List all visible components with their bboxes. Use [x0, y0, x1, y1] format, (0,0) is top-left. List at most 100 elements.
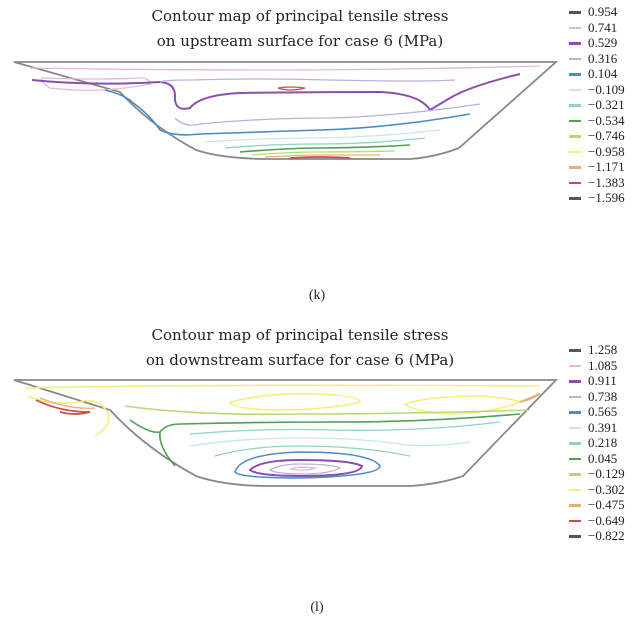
contour-line	[189, 421, 501, 435]
legend-label: 0.316	[588, 50, 618, 66]
legend-item: −0.822	[569, 528, 633, 544]
legend-swatch	[569, 364, 581, 367]
legend-item: 0.954	[569, 4, 633, 20]
legend-item: −0.302	[569, 482, 633, 498]
legend-item: 1.085	[569, 358, 633, 374]
legend-item: 0.565	[569, 404, 633, 420]
legend-label: −0.958	[588, 143, 625, 159]
contour-line	[234, 451, 381, 479]
chart-title-line-2: on downstream surface for case 6 (MPa)	[145, 351, 455, 369]
chart-title-line-2: on upstream surface for case 6 (MPa)	[156, 32, 444, 50]
legend-label: −0.129	[588, 466, 625, 481]
legend-item: −0.534	[569, 113, 633, 129]
legend-label: 0.738	[588, 388, 618, 404]
legend-label: −0.534	[588, 112, 625, 128]
legend-item: −0.321	[569, 97, 633, 113]
contour-line	[251, 150, 396, 156]
legend-label: −0.746	[588, 128, 625, 143]
legend-label: 1.085	[588, 357, 618, 373]
legend-swatch	[569, 73, 581, 76]
contour-line	[248, 458, 364, 478]
contour-line	[519, 393, 541, 403]
legend-swatch	[569, 26, 581, 29]
legend-label: −0.302	[588, 481, 625, 497]
contour-line	[229, 392, 361, 411]
legend-swatch	[569, 349, 581, 352]
legend-label: 0.045	[588, 450, 618, 466]
dam-outline	[13, 61, 559, 160]
contour-line	[277, 86, 306, 91]
legend-item: −0.746	[569, 128, 633, 144]
legend-item: 0.104	[569, 66, 633, 82]
legend-item: −0.958	[569, 144, 633, 160]
legend-swatch	[569, 504, 581, 507]
legend-swatch	[569, 535, 581, 538]
legend-swatch	[569, 135, 581, 138]
legend-item: 0.218	[569, 435, 633, 451]
contour-line	[239, 144, 411, 153]
legend-label: 0.565	[588, 404, 618, 419]
legend-label: −0.649	[588, 512, 625, 528]
legend-swatch	[569, 181, 581, 184]
legend-label: −0.822	[588, 528, 625, 543]
contour-line	[289, 156, 351, 159]
legend-item: 0.045	[569, 451, 633, 467]
contour-line	[124, 405, 531, 416]
legend-swatch	[569, 519, 581, 522]
legend-swatch	[569, 380, 581, 383]
legend-label: −0.109	[588, 81, 625, 97]
legend-label: 0.529	[588, 35, 618, 50]
legend-swatch	[569, 457, 581, 460]
legend-label: 0.391	[588, 419, 618, 435]
legend-upstream: 0.954 0.741 0.529 0.316 0.104 −0.109 −0.321 −0.…	[569, 4, 633, 206]
legend-swatch	[569, 57, 581, 60]
contour-line	[35, 399, 91, 415]
contour-line	[268, 463, 342, 475]
contour-line	[41, 77, 151, 91]
legend-label: 0.104	[588, 66, 618, 81]
contour-line	[174, 103, 481, 126]
legend-swatch	[569, 426, 581, 429]
legend-swatch	[569, 488, 581, 491]
legend-item: 0.391	[569, 420, 633, 436]
legend-item: −1.171	[569, 159, 633, 175]
chart-title-line-1: Contour map of principal tensile stress	[151, 7, 449, 25]
panel-caption-l: (l)	[310, 600, 324, 615]
contour-line	[189, 437, 471, 447]
legend-label: −1.171	[588, 159, 625, 174]
legend-item: 0.738	[569, 389, 633, 405]
legend-swatch	[569, 473, 581, 476]
legend-label: −0.475	[588, 497, 625, 512]
legend-item: −1.596	[569, 190, 633, 206]
legend-swatch	[569, 42, 581, 45]
legend-swatch	[569, 150, 581, 153]
contour-line	[29, 65, 541, 71]
legend-swatch	[569, 166, 581, 169]
contour-plot-downstream	[13, 379, 559, 487]
legend-item: −0.129	[569, 466, 633, 482]
legend-item: −0.109	[569, 82, 633, 98]
contour-line	[39, 397, 96, 409]
contour-line	[25, 384, 541, 389]
legend-label: −1.383	[588, 174, 625, 190]
legend-item: −0.475	[569, 497, 633, 513]
legend-item: 1.258	[569, 342, 633, 358]
contour-panel-upstream: Contour map of principal tensile stress …	[0, 0, 634, 316]
contour-line	[224, 137, 426, 149]
contour-line	[204, 129, 441, 143]
panel-caption-k: (k)	[308, 288, 326, 303]
legend-item: 0.911	[569, 373, 633, 389]
legend-item: −1.383	[569, 175, 633, 191]
legend-label: −0.321	[588, 97, 625, 112]
contour-panel-downstream: Contour map of principal tensile stress …	[0, 316, 634, 633]
legend-label: 0.911	[588, 373, 617, 388]
legend-label: −1.596	[588, 190, 625, 205]
legend-swatch	[569, 197, 581, 200]
contour-line	[129, 413, 521, 434]
contour-line	[289, 466, 318, 471]
chart-title-upstream: Contour map of principal tensile stress …	[100, 4, 500, 54]
legend-item: −0.649	[569, 513, 633, 529]
contour-plot-upstream	[13, 61, 559, 160]
contour-line	[104, 89, 471, 136]
contour-line	[214, 445, 411, 457]
